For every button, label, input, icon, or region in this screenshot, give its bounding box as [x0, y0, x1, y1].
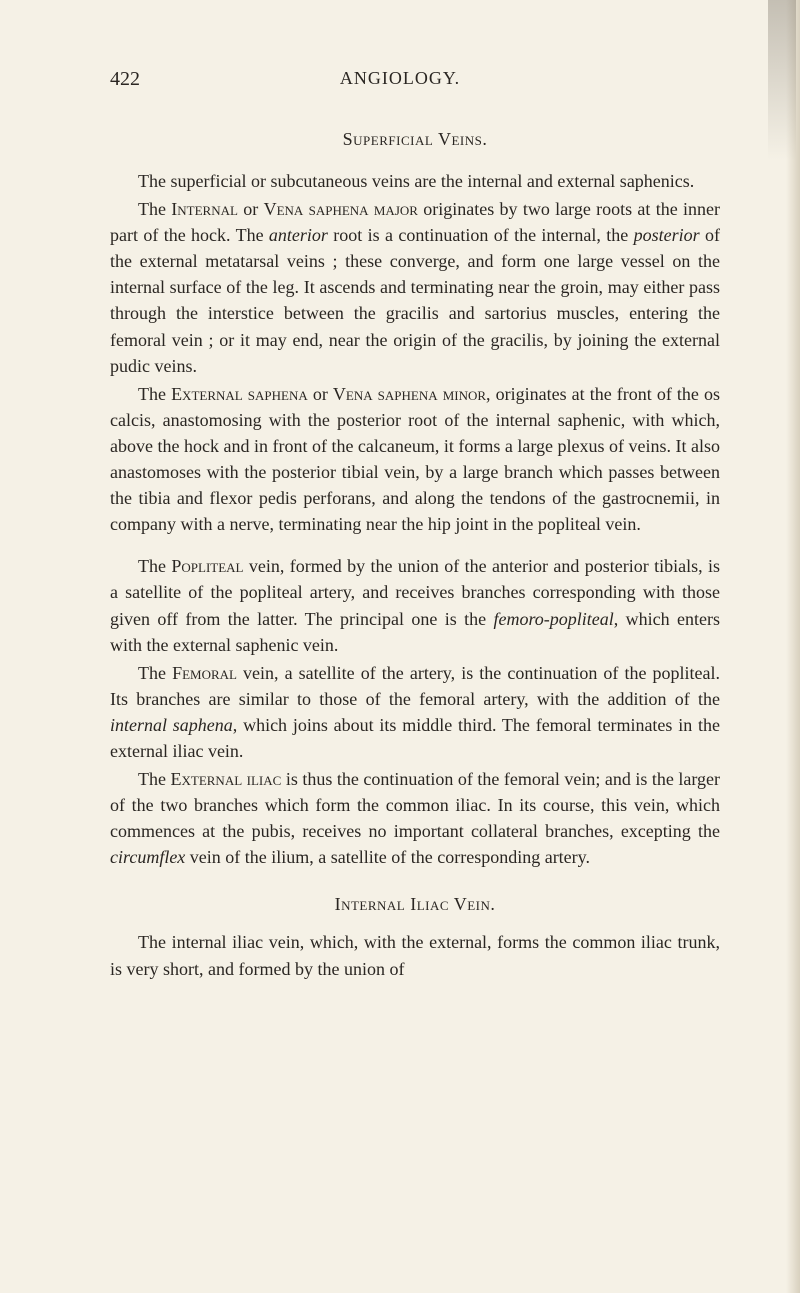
- text-run: The: [138, 199, 171, 219]
- running-head: ANGIOLOGY.: [340, 68, 460, 89]
- text-smallcaps: External saphena: [171, 384, 308, 404]
- page-corner-shadow: [768, 0, 796, 160]
- text-italic: posterior: [634, 225, 700, 245]
- paragraph-1: The superficial or subcutaneous veins ar…: [110, 168, 720, 194]
- text-run: The: [138, 384, 171, 404]
- text-run: or: [238, 199, 264, 219]
- text-smallcaps: Vena saphena minor: [333, 384, 486, 404]
- text-italic: internal saphena: [110, 715, 233, 735]
- paragraph-4: The Popliteal vein, formed by the union …: [110, 553, 720, 657]
- text-run: The: [138, 663, 172, 683]
- page-header: 422 ANGIOLOGY.: [110, 68, 720, 91]
- text-smallcaps: Internal: [171, 199, 238, 219]
- text-run: , originates at the front of the os calc…: [110, 384, 720, 534]
- text-italic: circumflex: [110, 847, 185, 867]
- text-italic: femoro-popliteal: [493, 609, 613, 629]
- heading-superficial-veins: Superficial Veins.: [110, 129, 720, 150]
- text-run: vein of the ilium, a satellite of the co…: [185, 847, 590, 867]
- paragraph-3: The External saphena or Vena saphena min…: [110, 381, 720, 538]
- text-smallcaps: Femoral: [172, 663, 237, 683]
- text-run: root is a continuation of the internal, …: [328, 225, 634, 245]
- paragraph-6: The External iliac is thus the continuat…: [110, 766, 720, 870]
- text-run: The: [138, 556, 171, 576]
- paragraph-7: The internal iliac vein, which, with the…: [110, 929, 720, 981]
- heading-internal-iliac-vein: Internal Iliac Vein.: [110, 894, 720, 915]
- text-run: of the external metatarsal veins ; these…: [110, 225, 720, 375]
- text-smallcaps: Vena saphena major: [264, 199, 418, 219]
- paragraph-5: The Femoral vein, a satellite of the art…: [110, 660, 720, 764]
- page-edge-shadow: [786, 0, 800, 1293]
- paragraph-block-1: The superficial or subcutaneous veins ar…: [110, 168, 720, 537]
- page-number: 422: [110, 68, 140, 91]
- paragraph-2: The Internal or Vena saphena major origi…: [110, 196, 720, 379]
- paragraph-block-2: The Popliteal vein, formed by the union …: [110, 553, 720, 870]
- text-run: or: [308, 384, 333, 404]
- text-italic: anterior: [269, 225, 328, 245]
- text-smallcaps: Popliteal: [171, 556, 243, 576]
- text-smallcaps: External iliac: [171, 769, 282, 789]
- text-run: The: [138, 769, 171, 789]
